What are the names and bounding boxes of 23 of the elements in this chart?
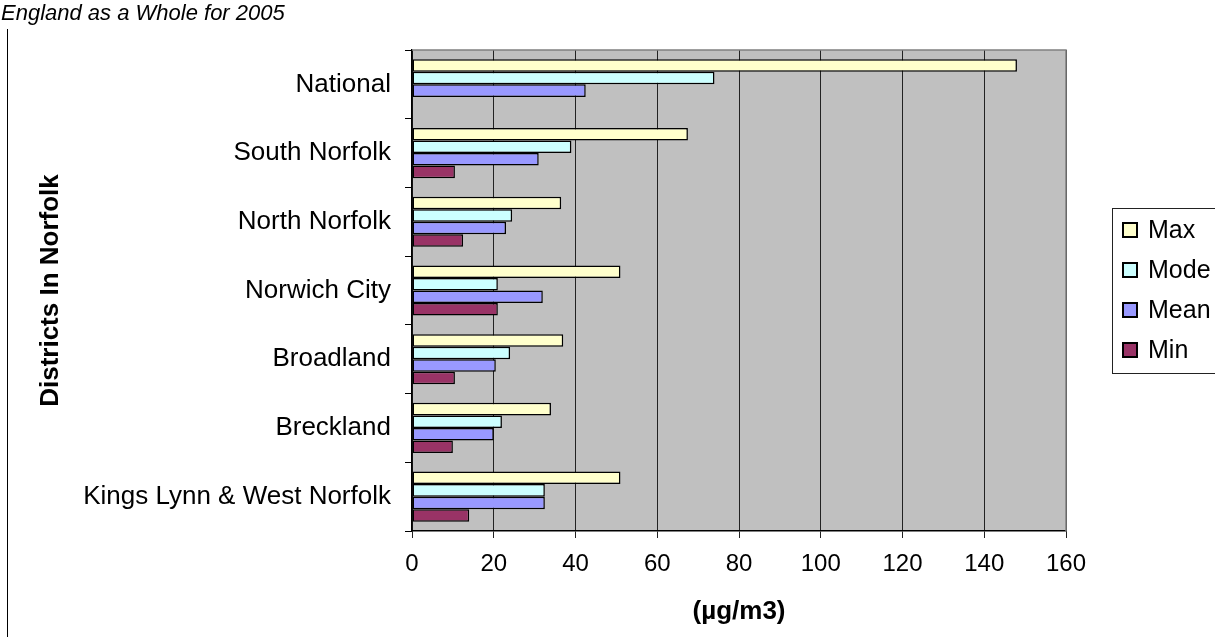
x-tick-label: 140 [964, 549, 1005, 577]
legend-label: Mode [1148, 255, 1211, 284]
text: England as a Whole for 2005 [1, 0, 285, 26]
x-axis-title: (µg/m3) [692, 594, 786, 625]
x-tick-label: 80 [725, 549, 753, 577]
y-tick-label: Breckland [275, 411, 391, 442]
x-tick-label: 120 [882, 549, 923, 577]
legend-label: Mean [1148, 295, 1211, 324]
y-tick-label: North Norfolk [237, 204, 392, 235]
y-tick-label: Kings Lynn & West Norfolk [83, 479, 392, 510]
x-tick-label: 60 [643, 549, 671, 577]
x-tick-label: 40 [562, 549, 589, 577]
y-tick-label: Broadland [272, 342, 391, 373]
y-axis-title: Districts In Norfolk [33, 173, 64, 407]
legend-label: Max [1148, 215, 1196, 244]
legend-label: Min [1148, 335, 1189, 364]
y-tick-label: Norwich City [245, 273, 391, 304]
x-tick-label: 160 [1045, 549, 1087, 577]
y-tick-label: South Norfolk [233, 136, 392, 167]
x-tick-label: 0 [405, 549, 419, 577]
y-tick-label: National [295, 67, 391, 98]
x-tick-label: 100 [800, 549, 841, 577]
x-tick-label: 20 [480, 549, 508, 577]
